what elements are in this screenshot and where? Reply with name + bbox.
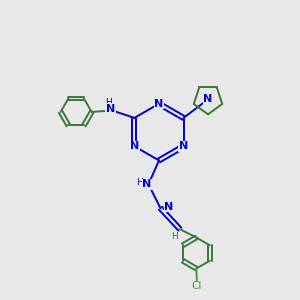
Text: N: N — [164, 202, 173, 212]
Text: N: N — [203, 94, 213, 104]
Text: H: H — [171, 232, 178, 241]
Text: N: N — [130, 141, 139, 151]
Text: Cl: Cl — [192, 281, 202, 291]
Text: H: H — [136, 178, 143, 187]
Text: N: N — [179, 141, 188, 151]
Text: H: H — [105, 98, 112, 106]
Text: N: N — [154, 99, 164, 109]
Text: N: N — [106, 104, 115, 114]
Text: N: N — [142, 179, 152, 189]
